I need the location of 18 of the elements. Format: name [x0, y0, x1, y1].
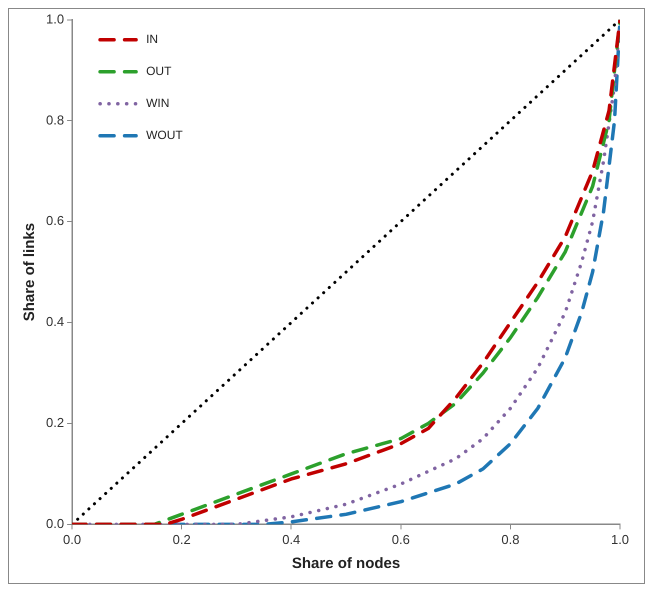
- x-tick-label: 1.0: [610, 532, 630, 547]
- y-tick-label: 0.6: [46, 213, 64, 228]
- x-tick-label: 0.2: [172, 532, 191, 547]
- legend-label: OUT: [146, 64, 172, 78]
- x-tick-label: 0.0: [63, 532, 82, 547]
- legend-label: IN: [146, 32, 158, 46]
- legend-label: WIN: [146, 96, 170, 110]
- y-tick-label: 1.0: [46, 11, 64, 26]
- x-axis-title: Share of nodes: [292, 555, 400, 572]
- y-tick-label: 0.0: [46, 516, 64, 531]
- legend-label: WOUT: [146, 128, 184, 142]
- x-tick-label: 0.8: [501, 532, 520, 547]
- y-axis-title: Share of links: [21, 222, 38, 322]
- x-tick-label: 0.4: [282, 532, 300, 547]
- y-tick-label: 0.2: [46, 415, 64, 430]
- y-tick-label: 0.4: [46, 314, 64, 330]
- y-tick-label: 0.8: [46, 112, 64, 128]
- x-tick-label: 0.6: [392, 532, 410, 547]
